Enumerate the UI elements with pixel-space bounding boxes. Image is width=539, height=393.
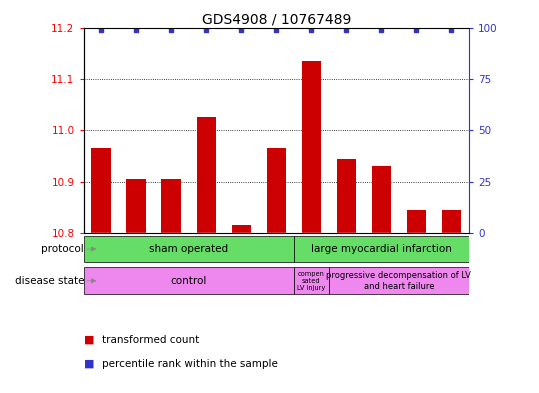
- Text: GSM1151178: GSM1151178: [132, 235, 141, 291]
- Text: GSM1151184: GSM1151184: [342, 235, 351, 290]
- Bar: [372, 166, 391, 233]
- Bar: [294, 233, 329, 266]
- Bar: [119, 233, 154, 266]
- Bar: [294, 236, 469, 263]
- Bar: [197, 118, 216, 233]
- Text: ■: ■: [84, 335, 94, 345]
- Text: compen
sated
LV injury: compen sated LV injury: [297, 271, 326, 291]
- Bar: [127, 179, 146, 233]
- Bar: [294, 268, 329, 294]
- Bar: [154, 233, 189, 266]
- Title: GDS4908 / 10767489: GDS4908 / 10767489: [202, 12, 351, 26]
- Text: large myocardial infarction: large myocardial infarction: [311, 244, 452, 254]
- Bar: [442, 210, 461, 233]
- Bar: [162, 179, 181, 233]
- Bar: [337, 159, 356, 233]
- Text: GSM1151181: GSM1151181: [237, 235, 246, 290]
- Text: progressive decompensation of LV
and heart failure: progressive decompensation of LV and hea…: [327, 271, 471, 290]
- Bar: [84, 268, 294, 294]
- Bar: [329, 233, 364, 266]
- Bar: [434, 233, 469, 266]
- Bar: [224, 233, 259, 266]
- Text: transformed count: transformed count: [102, 335, 199, 345]
- Bar: [84, 236, 294, 263]
- Text: sham operated: sham operated: [149, 244, 228, 254]
- Text: GSM1151186: GSM1151186: [412, 235, 421, 291]
- Bar: [407, 210, 426, 233]
- Text: GSM1151183: GSM1151183: [307, 235, 316, 291]
- Text: GSM1151177: GSM1151177: [96, 235, 106, 291]
- Bar: [189, 233, 224, 266]
- Text: ■: ■: [84, 358, 94, 369]
- Text: protocol: protocol: [42, 244, 84, 254]
- Text: percentile rank within the sample: percentile rank within the sample: [102, 358, 278, 369]
- Text: GSM1151182: GSM1151182: [272, 235, 281, 290]
- Text: GSM1151185: GSM1151185: [377, 235, 386, 290]
- Text: GSM1151179: GSM1151179: [167, 235, 176, 290]
- Bar: [232, 226, 251, 233]
- Bar: [329, 268, 469, 294]
- Text: disease state: disease state: [15, 276, 84, 286]
- Bar: [267, 148, 286, 233]
- Bar: [84, 233, 119, 266]
- Bar: [259, 233, 294, 266]
- Bar: [364, 233, 399, 266]
- Bar: [92, 148, 110, 233]
- Bar: [399, 233, 434, 266]
- Text: control: control: [170, 276, 207, 286]
- Bar: [302, 61, 321, 233]
- Text: GSM1151180: GSM1151180: [202, 235, 211, 290]
- Text: GSM1151187: GSM1151187: [447, 235, 456, 291]
